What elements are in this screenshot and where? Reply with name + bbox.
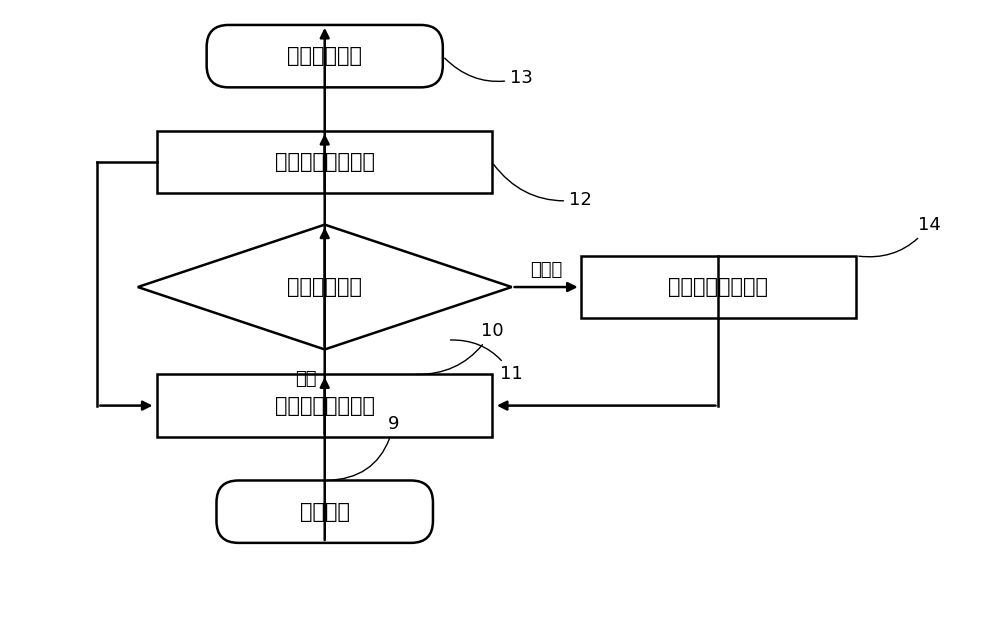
Text: 循环工作执行单元: 循环工作执行单元: [275, 152, 375, 172]
Text: 在线检测单元: 在线检测单元: [287, 277, 362, 297]
Text: 9: 9: [328, 416, 400, 480]
FancyBboxPatch shape: [207, 25, 443, 87]
Text: 13: 13: [445, 58, 533, 87]
Text: 11: 11: [451, 340, 523, 383]
Text: 12: 12: [494, 165, 592, 208]
Text: 10: 10: [416, 322, 503, 374]
FancyBboxPatch shape: [216, 480, 433, 543]
Text: 14: 14: [859, 216, 942, 257]
Text: 合格: 合格: [295, 371, 317, 388]
Bar: [581, 256, 856, 318]
Bar: [157, 374, 492, 437]
Text: 油膜厚度设定单元: 油膜厚度设定单元: [275, 396, 375, 416]
Text: 启动单元: 启动单元: [300, 502, 349, 522]
Text: 屏蔽温度调节单元: 屏蔽温度调节单元: [668, 277, 769, 297]
Polygon shape: [138, 225, 512, 349]
Text: 结束停止单元: 结束停止单元: [287, 46, 362, 66]
Text: 不合格: 不合格: [530, 261, 562, 279]
Bar: [157, 131, 492, 193]
